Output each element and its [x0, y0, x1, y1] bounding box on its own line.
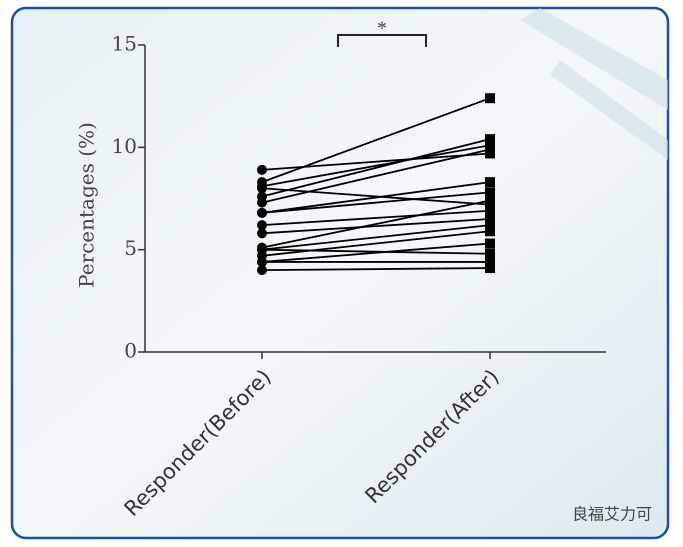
point: [257, 183, 267, 194]
watermark: 良福艾力可: [572, 505, 652, 524]
y-tick-label: 5: [124, 236, 137, 260]
frame: [10, 6, 670, 540]
significance-bracket: [337, 34, 427, 47]
pair-line: [261, 187, 491, 206]
point: [485, 187, 495, 198]
point: [485, 177, 495, 188]
point: [485, 256, 495, 267]
pair-line: [261, 97, 491, 183]
point: [485, 220, 495, 231]
pair-line: [261, 191, 491, 214]
point: [485, 205, 495, 216]
point: [485, 263, 495, 274]
pair-line: [261, 267, 491, 272]
y-axis-label: Percentages (%): [75, 122, 99, 288]
pair-line: [261, 181, 491, 214]
pair-line: [261, 152, 491, 171]
pair-line: [261, 218, 491, 235]
point: [257, 244, 267, 255]
point: [257, 220, 267, 231]
point: [485, 238, 495, 249]
point: [257, 265, 267, 276]
pair-line: [261, 199, 491, 249]
point: [485, 248, 495, 259]
pair-line: [261, 224, 491, 251]
point: [485, 134, 495, 145]
pair-line: [261, 209, 491, 227]
point: [257, 228, 267, 239]
pair-line: [261, 148, 491, 204]
y-tick-label: 10: [112, 134, 137, 158]
point: [485, 226, 495, 237]
point: [257, 207, 267, 218]
point: [485, 144, 495, 155]
point: [485, 213, 495, 224]
point: [257, 256, 267, 267]
point: [257, 164, 267, 175]
pair-line: [261, 248, 491, 255]
pair-line: [261, 138, 491, 198]
background-decor: [520, 8, 668, 160]
significance-label: *: [377, 18, 387, 40]
pair-line: [261, 230, 491, 257]
point: [257, 197, 267, 208]
y-tick-label: 0: [124, 339, 137, 363]
point: [485, 93, 495, 104]
y-tick-label: 15: [112, 32, 137, 56]
pair-line: [261, 144, 491, 188]
pair-line: [261, 242, 491, 263]
point: [485, 195, 495, 206]
